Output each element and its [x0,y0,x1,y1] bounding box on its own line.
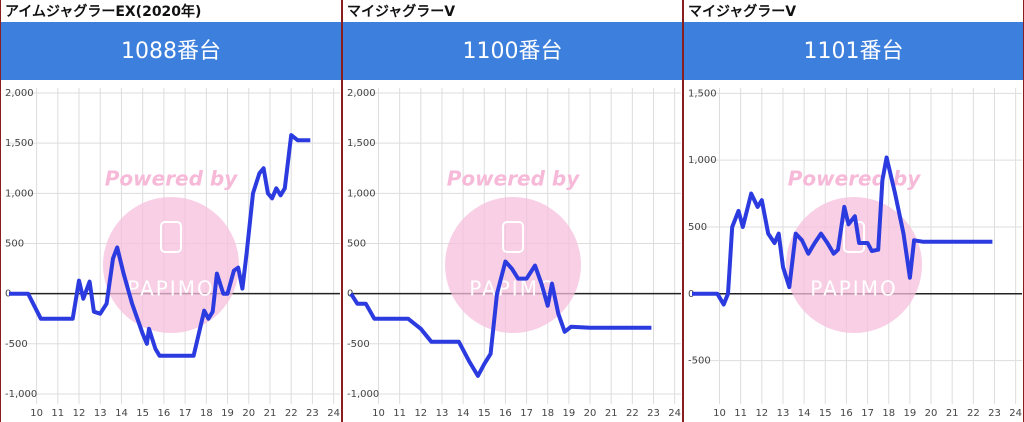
x-tick-label: 15 [136,408,149,419]
x-tick-label: 11 [734,408,747,419]
x-tick-label: 20 [925,408,938,419]
y-tick-label: -1,000 [5,389,37,400]
watermark-circle [103,197,239,333]
panel: マイジャグラーV 1100番台 10 11 12 13 14 15 16 17 18 19 20 21 22… [343,0,682,422]
x-tick-label: 15 [819,408,832,419]
x-tick-label: 24 [668,408,681,419]
x-tick-label: 19 [563,408,576,419]
subtitle-bar [684,22,1023,80]
subtitle-bar [343,22,682,80]
panel: アイムジャグラーEX(2020年) 1088番台 10 11 12 13 14 15 16 17 1… [1,0,341,422]
x-tick-label: 17 [179,408,192,419]
y-tick-label: -1,000 [347,389,379,400]
y-tick-label: 1,500 [5,138,34,149]
x-tick-label: 14 [798,408,811,419]
x-tick-label: 16 [499,408,512,419]
panel-title: マイジャグラーV [688,3,796,20]
panel-title: アイムジャグラーEX(2020年) [5,3,201,20]
watermark-text: Powered by [447,167,580,191]
watermark-icon [502,221,524,253]
x-tick-label: 20 [584,408,597,419]
x-tick-label: 14 [457,408,470,419]
panel-subtitle: 1088番台 [121,39,221,64]
y-tick-label: 1,500 [347,138,376,149]
x-tick-label: 17 [861,408,874,419]
x-tick-label: 18 [541,408,554,419]
x-tick-label: 22 [967,408,980,419]
x-tick-label: 24 [1009,408,1022,419]
x-tick-label: 10 [30,408,43,419]
y-tick-label: 0 [688,289,694,300]
x-tick-label: 22 [285,408,298,419]
data-line [9,133,311,358]
y-tick-label: 500 [5,238,24,249]
x-tick-label: 16 [840,408,853,419]
x-tick-label: 14 [115,408,128,419]
x-tick-label: 23 [647,408,660,419]
x-tick-label: 23 [306,408,319,419]
y-tick-label: 0 [347,289,353,300]
y-tick-label: -500 [688,356,711,367]
y-tick-label: 500 [688,222,707,233]
x-tick-label: 13 [436,408,449,419]
x-tick-label: 12 [73,408,86,419]
watermark-logo: PAPIMO [127,277,214,301]
y-tick-label: 1,000 [688,155,717,166]
panel-subtitle: 1101番台 [804,39,904,64]
watermark-circle [445,197,581,333]
x-tick-label: 15 [478,408,491,419]
title-bar [1,0,341,22]
x-tick-label: 12 [755,408,768,419]
x-tick-label: 24 [327,408,340,419]
x-tick-label: 23 [988,408,1001,419]
x-tick-label: 17 [520,408,533,419]
panel: マイジャグラーV 1101番台 10 11 12 13 14 15 16 17 18 19 20 21 22… [684,0,1023,422]
y-tick-label: 2,000 [347,88,376,99]
y-tick-label: 1,000 [347,188,376,199]
watermark-circle [786,197,922,333]
watermark-icon [160,221,182,253]
subtitle-bar [1,22,341,80]
x-tick-label: 18 [882,408,895,419]
y-tick-label: 0 [5,289,11,300]
x-tick-label: 22 [626,408,639,419]
x-tick-label: 21 [605,408,618,419]
x-tick-label: 13 [777,408,790,419]
title-bar [343,0,682,22]
x-tick-label: 19 [904,408,917,419]
data-line [349,259,652,378]
y-tick-label: -500 [5,339,28,350]
x-tick-label: 11 [393,408,406,419]
x-tick-label: 20 [242,408,255,419]
y-tick-label: 1,000 [5,188,34,199]
x-tick-label: 10 [713,408,726,419]
x-tick-label: 18 [200,408,213,419]
x-tick-label: 12 [414,408,427,419]
title-bar [684,0,1023,22]
watermark-text: Powered by [788,167,921,191]
y-tick-label: 2,000 [5,88,34,99]
x-tick-label: 11 [51,408,64,419]
x-tick-label: 10 [372,408,385,419]
watermark-logo: PAPIMO [810,277,897,301]
y-tick-label: -500 [347,339,370,350]
x-tick-label: 21 [946,408,959,419]
x-tick-label: 19 [221,408,234,419]
watermark-text: Powered by [105,167,238,191]
panel-subtitle: 1100番台 [463,39,563,64]
y-tick-label: 500 [347,238,366,249]
y-tick-label: 1,500 [688,88,717,99]
data-line [692,155,993,307]
x-tick-label: 13 [94,408,107,419]
panel-title: マイジャグラーV [347,3,455,20]
x-tick-label: 21 [264,408,277,419]
x-tick-label: 16 [158,408,171,419]
